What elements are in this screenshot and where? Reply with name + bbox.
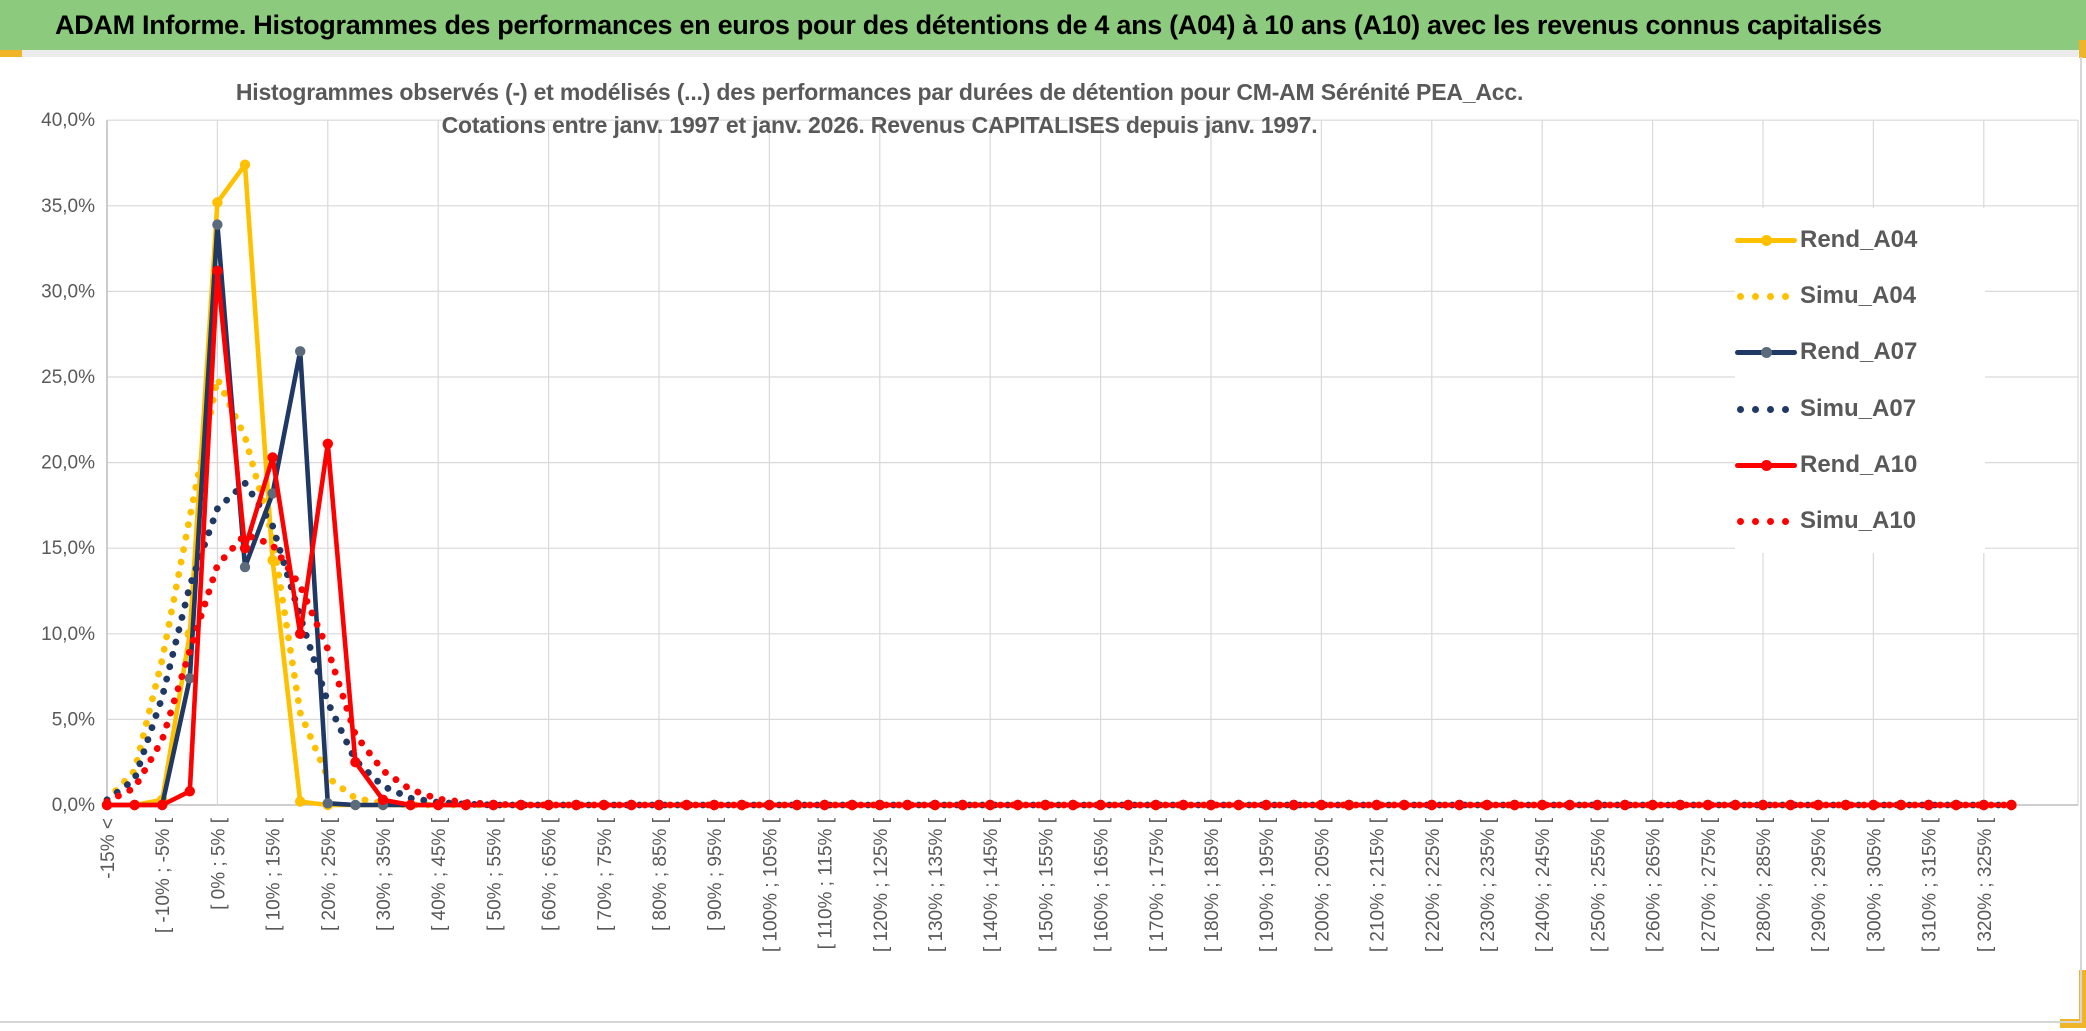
legend-swatch-line-icon (1735, 346, 1797, 359)
svg-text:-15% <: -15% < (98, 818, 119, 879)
svg-text:[ 220% ; 225% [: [ 220% ; 225% [ (1423, 817, 1444, 952)
legend-swatch-line-icon (1735, 459, 1797, 471)
legend-swatch-dots-icon (1735, 515, 1797, 527)
svg-text:20,0%: 20,0% (41, 453, 95, 474)
y-axis-labels: 0,0% 5,0% 10,0% 15,0% 20,0% 25,0% 30,0% 35,0% 40… (41, 110, 95, 816)
svg-text:25,0%: 25,0% (41, 367, 95, 388)
legend-item-Simu_A10[interactable]: Simu_A10 (1735, 504, 1985, 538)
banner-shadow (22, 50, 2078, 57)
series-Rend_A07 (101, 219, 2017, 811)
svg-text:[ 180% ; 185% [: [ 180% ; 185% [ (1202, 817, 1223, 952)
chart-title-line2: Cotations entre janv. 1997 et janv. 2026… (441, 112, 1318, 138)
svg-text:[ 60% ; 65% [: [ 60% ; 65% [ (540, 817, 561, 931)
legend-label: Rend_A10 (1800, 450, 1918, 478)
x-axis-labels: -15% < [ -10% ; -5% [ [ 0% ; 5% [ [ 10% ; 1… (98, 817, 1996, 952)
legend-item-Rend_A10[interactable]: Rend_A10 (1735, 448, 1985, 482)
legend-label: Rend_A04 (1800, 226, 1918, 254)
yellow-accent-bottom-right-horizontal (2060, 1019, 2086, 1028)
series-Simu_A10 (103, 531, 2015, 809)
chart-bottom-border (0, 1021, 2082, 1023)
svg-text:[ -10% ; -5% [: [ -10% ; -5% [ (153, 817, 174, 933)
legend-swatch-line-icon (1735, 234, 1797, 247)
banner-title: ADAM Informe. Histogrammes des performan… (0, 0, 2086, 50)
svg-text:[ 170% ; 175% [: [ 170% ; 175% [ (1147, 817, 1168, 952)
svg-text:[ 200% ; 205% [: [ 200% ; 205% [ (1312, 817, 1333, 952)
legend-label: Rend_A07 (1800, 338, 1918, 366)
chart-legend: Rend_A04 Simu_A04 Rend_A07 Simu_A07 Rend_A10… (1735, 208, 1985, 553)
yellow-accent-bottom-right-vertical (2079, 970, 2086, 1026)
series-Simu_A07 (103, 479, 2015, 809)
svg-text:[ 80% ; 85% [: [ 80% ; 85% [ (650, 817, 671, 931)
chart-title-line1: Histogrammes observés (-) et modélisés (… (235, 79, 1524, 105)
svg-text:5,0%: 5,0% (52, 709, 95, 730)
svg-text:[ 320% ; 325% [: [ 320% ; 325% [ (1975, 817, 1996, 952)
svg-text:15,0%: 15,0% (41, 538, 95, 559)
legend-label: Simu_A04 (1800, 282, 1917, 310)
svg-text:[ 280% ; 285% [: [ 280% ; 285% [ (1754, 817, 1775, 952)
svg-text:[ 100% ; 105% [: [ 100% ; 105% [ (760, 817, 781, 952)
series-Simu_A04 (103, 375, 2015, 809)
chart-right-border (2080, 57, 2082, 1021)
svg-text:[ 230% ; 235% [: [ 230% ; 235% [ (1478, 817, 1499, 952)
svg-text:30,0%: 30,0% (41, 281, 95, 302)
svg-text:[ 20% ; 25% [: [ 20% ; 25% [ (319, 817, 340, 931)
yellow-accent-top-right (2079, 40, 2086, 58)
svg-text:[ 240% ; 245% [: [ 240% ; 245% [ (1533, 817, 1554, 952)
legend-swatch-dots-icon (1735, 403, 1797, 415)
legend-label: Simu_A10 (1800, 506, 1917, 534)
series-Rend_A10 (101, 265, 2017, 811)
svg-text:[ 290% ; 295% [: [ 290% ; 295% [ (1809, 817, 1830, 952)
svg-text:[ 210% ; 215% [: [ 210% ; 215% [ (1368, 817, 1389, 952)
svg-text:[ 270% ; 275% [: [ 270% ; 275% [ (1699, 817, 1720, 952)
svg-text:[ 250% ; 255% [: [ 250% ; 255% [ (1588, 817, 1609, 952)
svg-text:40,0%: 40,0% (41, 110, 95, 131)
svg-text:[ 300% ; 305% [: [ 300% ; 305% [ (1864, 817, 1885, 952)
legend-item-Simu_A04[interactable]: Simu_A04 (1735, 279, 1985, 313)
yellow-accent-left (0, 50, 22, 57)
legend-item-Rend_A07[interactable]: Rend_A07 (1735, 335, 1985, 369)
legend-label: Simu_A07 (1800, 394, 1917, 422)
svg-text:[ 190% ; 195% [: [ 190% ; 195% [ (1257, 817, 1278, 952)
svg-text:[ 30% ; 35% [: [ 30% ; 35% [ (374, 817, 395, 931)
svg-text:[ 150% ; 155% [: [ 150% ; 155% [ (1036, 817, 1057, 952)
svg-text:[ 70% ; 75% [: [ 70% ; 75% [ (595, 817, 616, 931)
legend-item-Simu_A07[interactable]: Simu_A07 (1735, 392, 1985, 426)
svg-text:[ 110% ; 115% [: [ 110% ; 115% [ (816, 817, 837, 949)
svg-text:0,0%: 0,0% (52, 795, 95, 816)
svg-text:10,0%: 10,0% (41, 624, 95, 645)
svg-text:[ 140% ; 145% [: [ 140% ; 145% [ (981, 817, 1002, 952)
svg-text:[ 120% ; 125% [: [ 120% ; 125% [ (871, 817, 892, 952)
svg-text:[ 310% ; 315% [: [ 310% ; 315% [ (1920, 817, 1941, 952)
legend-swatch-dots-icon (1735, 290, 1797, 302)
svg-text:[ 90% ; 95% [: [ 90% ; 95% [ (705, 817, 726, 931)
series-Rend_A04 (101, 159, 2017, 811)
svg-text:[ 50% ; 55% [: [ 50% ; 55% [ (484, 817, 505, 931)
chart-title: Histogrammes observés (-) et modélisés (… (107, 76, 1652, 142)
svg-text:[ 130% ; 135% [: [ 130% ; 135% [ (926, 817, 947, 952)
svg-text:[ 160% ; 165% [: [ 160% ; 165% [ (1092, 817, 1113, 952)
svg-text:[ 10% ; 15% [: [ 10% ; 15% [ (264, 817, 285, 931)
svg-text:[ 40% ; 45% [: [ 40% ; 45% [ (429, 817, 450, 931)
legend-item-Rend_A04[interactable]: Rend_A04 (1735, 223, 1985, 257)
svg-text:[ 0% ; 5% [: [ 0% ; 5% [ (208, 817, 229, 910)
svg-text:[ 260% ; 265% [: [ 260% ; 265% [ (1644, 817, 1665, 952)
svg-text:35,0%: 35,0% (41, 196, 95, 217)
